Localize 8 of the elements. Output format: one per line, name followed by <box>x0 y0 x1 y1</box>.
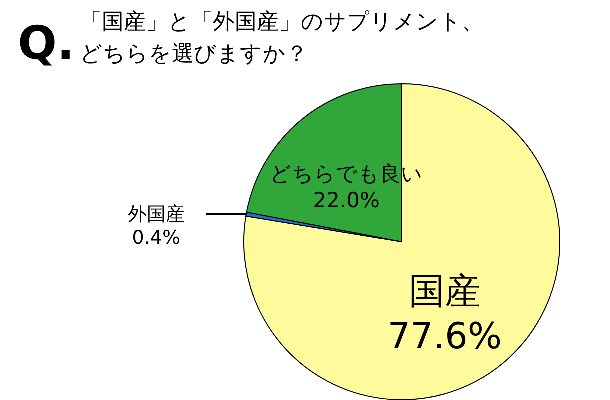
slice-label: 外国産 <box>128 203 185 226</box>
slice-label: どちらでも良い <box>270 162 424 186</box>
chart-title: 「国産」と「外国産」のサプリメント、どちらを選びますか？ <box>80 10 484 67</box>
data-label: 22.0% <box>313 188 380 212</box>
data-label: 77.6% <box>388 316 502 358</box>
data-label: 0.4% <box>132 227 181 250</box>
slice-label: 国産 <box>408 272 481 313</box>
text: Q. <box>18 16 75 70</box>
